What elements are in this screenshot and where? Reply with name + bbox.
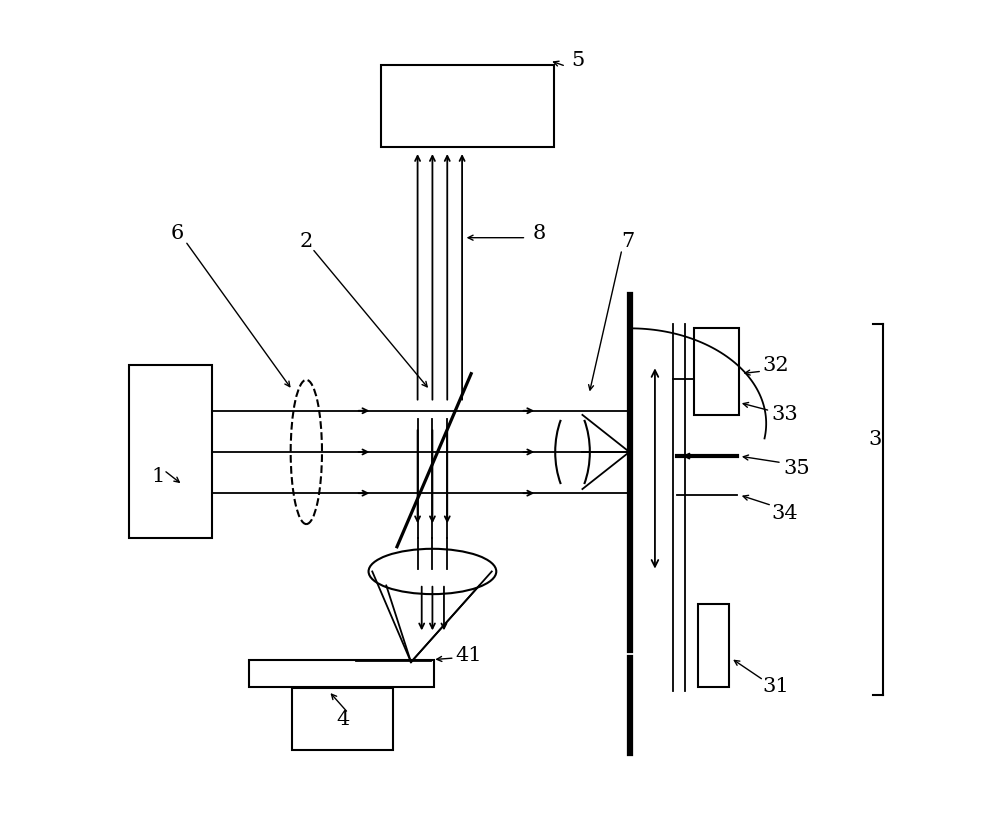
Text: 41: 41 [455, 646, 482, 665]
Text: 34: 34 [771, 504, 798, 523]
Text: 5: 5 [572, 51, 585, 70]
Text: 32: 32 [763, 356, 789, 375]
Text: 35: 35 [783, 459, 810, 478]
Text: 8: 8 [533, 224, 546, 243]
Text: 7: 7 [621, 232, 634, 251]
Text: 1: 1 [151, 468, 165, 486]
Text: 3: 3 [868, 430, 882, 449]
Ellipse shape [291, 380, 322, 524]
Ellipse shape [369, 549, 496, 594]
Bar [381, 65, 554, 147]
Bar [698, 604, 729, 687]
Bar [694, 328, 739, 415]
Text: 6: 6 [170, 224, 184, 243]
Text: 4: 4 [337, 711, 350, 729]
Bar [249, 660, 434, 687]
Bar [129, 365, 212, 539]
Bar [292, 689, 393, 750]
Text: 31: 31 [763, 677, 789, 696]
Text: 33: 33 [771, 406, 798, 424]
Text: 2: 2 [300, 232, 313, 251]
